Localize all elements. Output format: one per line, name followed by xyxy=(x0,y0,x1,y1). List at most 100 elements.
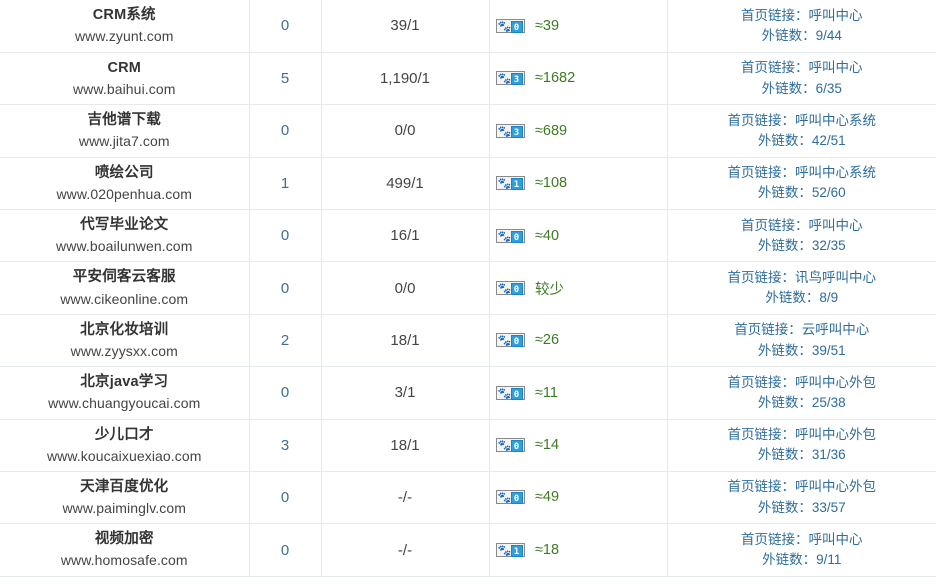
baidu-weight-badge[interactable]: 🐾 3 xyxy=(495,123,525,138)
links-cell: 首页链接：呼叫中心外包 外链数：25/38 xyxy=(667,366,936,420)
site-cell[interactable]: CRM www.baihui.com xyxy=(0,52,250,106)
traffic-cell: 🐾 3 ≈689 xyxy=(489,104,668,158)
home-link-text[interactable]: 首页链接：呼叫中心外包 xyxy=(727,374,877,390)
links-cell: 首页链接：呼叫中心系统 外链数：52/60 xyxy=(667,157,936,211)
baidu-weight-badge[interactable]: 🐾 0 xyxy=(495,490,525,505)
home-link-text[interactable]: 首页链接：呼叫中心 xyxy=(741,217,863,233)
table-row[interactable]: 代写毕业论文 www.boailunwen.com 0 16/1 🐾 0 ≈40 … xyxy=(0,209,936,263)
site-url[interactable]: www.koucaixuexiao.com xyxy=(46,447,202,464)
site-rank-cell: 0 xyxy=(249,0,322,53)
outlink-count-text[interactable]: 外链数：31/36 xyxy=(757,447,846,463)
site-cell[interactable]: CRM系统 www.zyunt.com xyxy=(0,0,250,53)
baidu-weight-badge[interactable]: 🐾 0 xyxy=(495,438,525,453)
baidu-weight-badge[interactable]: 🐾 1 xyxy=(495,542,525,557)
baidu-weight-badge[interactable]: 🐾 0 xyxy=(495,18,525,33)
site-title: 天津百度优化 xyxy=(80,479,169,496)
site-cell[interactable]: 代写毕业论文 www.boailunwen.com xyxy=(0,209,250,263)
site-rank-cell: 5 xyxy=(249,52,322,106)
site-url[interactable]: www.020penhua.com xyxy=(56,185,193,202)
outlink-count-text[interactable]: 外链数：32/35 xyxy=(757,237,846,253)
baidu-weight-value: 3 xyxy=(510,125,523,138)
traffic-estimate: ≈39 xyxy=(534,17,560,34)
paw-print-icon: 🐾 xyxy=(497,335,512,348)
home-link-text[interactable]: 首页链接：讯鸟呼叫中心 xyxy=(727,269,877,285)
site-cell[interactable]: 喷绘公司 www.020penhua.com xyxy=(0,157,250,211)
home-link-text[interactable]: 首页链接：云呼叫中心 xyxy=(734,322,870,338)
home-link-text[interactable]: 首页链接：呼叫中心系统 xyxy=(727,165,877,181)
outlink-count-text[interactable]: 外链数：8/9 xyxy=(765,290,839,306)
table-row[interactable]: 平安伺客云客服 www.cikeonline.com 0 0/0 🐾 0 较少 首… xyxy=(0,261,936,315)
site-title: 视频加密 xyxy=(94,531,154,548)
site-url[interactable]: www.jita7.com xyxy=(78,133,170,150)
site-cell[interactable]: 北京化妆培训 www.zyysxx.com xyxy=(0,314,250,368)
table-row[interactable]: 视频加密 www.homosafe.com 0 -/- 🐾 1 ≈18 首页链接：… xyxy=(0,523,936,577)
site-cell[interactable]: 少儿口才 www.koucaixuexiao.com xyxy=(0,419,250,473)
site-cell[interactable]: 天津百度优化 www.paiminglv.com xyxy=(0,471,250,525)
home-link-text[interactable]: 首页链接：呼叫中心外包 xyxy=(727,427,877,443)
indexed-pages-cell: -/- xyxy=(321,471,490,525)
baidu-weight-badge[interactable]: 🐾 0 xyxy=(495,281,525,296)
table-row[interactable]: CRM系统 www.zyunt.com 0 39/1 🐾 0 ≈39 首页链接：呼… xyxy=(0,0,936,53)
site-cell[interactable]: 视频加密 www.homosafe.com xyxy=(0,523,250,577)
baidu-weight-badge[interactable]: 🐾 1 xyxy=(495,176,525,191)
site-rank-cell: 0 xyxy=(249,366,322,420)
baidu-weight-badge[interactable]: 🐾 0 xyxy=(495,333,525,348)
table-row[interactable]: CRM www.baihui.com 5 1,190/1 🐾 3 ≈1682 首页… xyxy=(0,52,936,106)
paw-print-icon: 🐾 xyxy=(497,283,512,296)
site-url[interactable]: www.paiminglv.com xyxy=(62,500,187,517)
paw-print-icon: 🐾 xyxy=(497,230,512,243)
table-row[interactable]: 北京java学习 www.chuangyoucai.com 0 3/1 🐾 0 ≈… xyxy=(0,366,936,420)
table-row[interactable]: 吉他谱下载 www.jita7.com 0 0/0 🐾 3 ≈689 首页链接：呼… xyxy=(0,104,936,158)
baidu-weight-badge[interactable]: 🐾 0 xyxy=(495,385,525,400)
outlink-count-text[interactable]: 外链数：39/51 xyxy=(757,342,846,358)
site-url[interactable]: www.cikeonline.com xyxy=(60,290,189,307)
home-link-text[interactable]: 首页链接：呼叫中心 xyxy=(741,7,863,23)
home-link-text[interactable]: 首页链接：呼叫中心 xyxy=(741,60,863,76)
paw-print-icon: 🐾 xyxy=(497,387,512,400)
site-url[interactable]: www.boailunwen.com xyxy=(56,238,193,255)
baidu-weight-value: 0 xyxy=(510,492,523,505)
indexed-pages-cell: 0/0 xyxy=(321,261,490,315)
home-link-text[interactable]: 首页链接：呼叫中心外包 xyxy=(727,479,877,495)
links-cell: 首页链接：呼叫中心外包 外链数：33/57 xyxy=(667,471,936,525)
site-title: 平安伺客云客服 xyxy=(72,269,176,286)
outlink-count-text[interactable]: 外链数：52/60 xyxy=(757,185,846,201)
site-rank-cell: 3 xyxy=(249,419,322,473)
links-cell: 首页链接：云呼叫中心 外链数：39/51 xyxy=(667,314,936,368)
links-cell: 首页链接：呼叫中心 外链数：9/44 xyxy=(667,0,936,53)
links-cell: 首页链接：呼叫中心外包 外链数：31/36 xyxy=(667,419,936,473)
site-url[interactable]: www.baihui.com xyxy=(72,80,176,97)
indexed-pages-cell: 39/1 xyxy=(321,0,490,53)
outlink-count-text[interactable]: 外链数：25/38 xyxy=(757,394,846,410)
home-link-text[interactable]: 首页链接：呼叫中心系统 xyxy=(727,112,877,128)
outlink-count-text[interactable]: 外链数：6/35 xyxy=(761,80,842,96)
site-cell[interactable]: 北京java学习 www.chuangyoucai.com xyxy=(0,366,250,420)
outlink-count-text[interactable]: 外链数：9/11 xyxy=(762,552,842,568)
baidu-weight-badge[interactable]: 🐾 0 xyxy=(495,228,525,243)
table-row[interactable]: 少儿口才 www.koucaixuexiao.com 3 18/1 🐾 0 ≈14… xyxy=(0,419,936,473)
baidu-weight-value: 0 xyxy=(510,20,523,33)
links-cell: 首页链接：讯鸟呼叫中心 外链数：8/9 xyxy=(667,261,936,315)
traffic-estimate: ≈108 xyxy=(534,175,568,192)
outlink-count-text[interactable]: 外链数：42/51 xyxy=(757,132,846,148)
paw-print-icon: 🐾 xyxy=(497,544,512,557)
site-url[interactable]: www.chuangyoucai.com xyxy=(48,395,201,412)
table-row[interactable]: 北京化妆培训 www.zyysxx.com 2 18/1 🐾 0 ≈26 首页链接… xyxy=(0,314,936,368)
outlink-count-text[interactable]: 外链数：9/44 xyxy=(761,27,842,43)
traffic-estimate: 较少 xyxy=(534,281,564,298)
site-url[interactable]: www.homosafe.com xyxy=(60,552,188,569)
site-url[interactable]: www.zyunt.com xyxy=(74,28,174,45)
site-rank-cell: 0 xyxy=(249,261,322,315)
links-cell: 首页链接：呼叫中心系统 外链数：42/51 xyxy=(667,104,936,158)
site-cell[interactable]: 吉他谱下载 www.jita7.com xyxy=(0,104,250,158)
home-link-text[interactable]: 首页链接：呼叫中心 xyxy=(741,531,863,547)
table-row[interactable]: 天津百度优化 www.paiminglv.com 0 -/- 🐾 0 ≈49 首页… xyxy=(0,471,936,525)
table-row[interactable]: 喷绘公司 www.020penhua.com 1 499/1 🐾 1 ≈108 首… xyxy=(0,157,936,211)
outlink-count-text[interactable]: 外链数：33/57 xyxy=(757,499,846,515)
site-cell[interactable]: 平安伺客云客服 www.cikeonline.com xyxy=(0,261,250,315)
baidu-weight-badge[interactable]: 🐾 3 xyxy=(495,71,525,86)
site-url[interactable]: www.zyysxx.com xyxy=(70,342,178,359)
links-cell: 首页链接：呼叫中心 外链数：9/11 xyxy=(667,523,936,577)
traffic-estimate: ≈14 xyxy=(534,437,560,454)
